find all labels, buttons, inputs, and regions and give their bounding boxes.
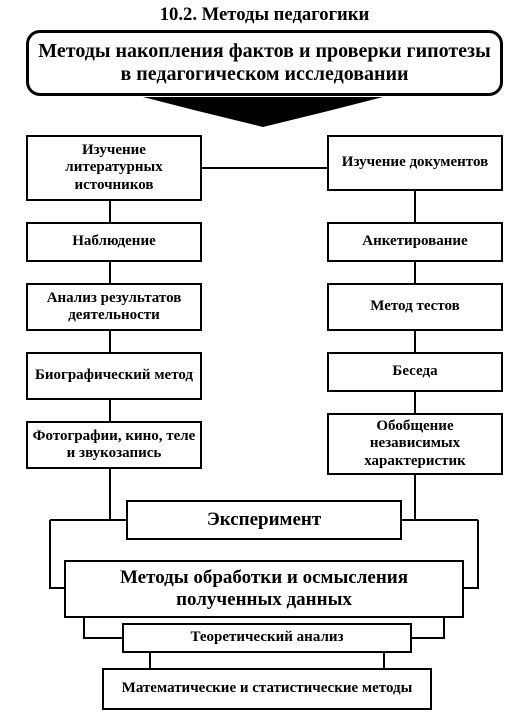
- node-l5: Фотографии, кино, теле и звукозапись: [26, 421, 202, 469]
- node-label: Изучение документов: [342, 154, 488, 171]
- node-proc: Методы обработки и осмысления полученных…: [64, 560, 464, 618]
- node-label: Беседа: [392, 363, 437, 380]
- connector: [110, 469, 126, 520]
- node-r4: Беседа: [327, 352, 503, 392]
- node-root: Методы накопления фактов и проверки гипо…: [26, 30, 503, 96]
- node-label: Анкетирование: [362, 233, 467, 250]
- node-label: Теоретический анализ: [190, 629, 343, 646]
- node-r1: Изучение документов: [327, 135, 503, 191]
- node-l2: Наблюдение: [26, 222, 202, 262]
- node-theo: Теоретический анализ: [122, 623, 412, 653]
- node-label: Биографический метод: [35, 367, 193, 384]
- connector: [84, 618, 122, 638]
- node-label: Фотографии, кино, теле и звукозапись: [32, 428, 196, 463]
- node-label: Анализ результатов деятельности: [32, 290, 196, 325]
- arrow-down-icon: [143, 97, 383, 127]
- node-exp: Эксперимент: [126, 500, 402, 540]
- node-label: Математические и статистические методы: [122, 680, 413, 697]
- connector: [464, 520, 478, 588]
- node-r5: Обобщение независимых характеристик: [327, 413, 503, 475]
- node-l4: Биографический метод: [26, 352, 202, 400]
- connector: [412, 618, 444, 638]
- node-math: Математические и статистические методы: [102, 668, 432, 710]
- node-label: Наблюдение: [72, 233, 156, 250]
- node-label: Эксперимент: [207, 509, 321, 531]
- node-l1: Изучение литературных источников: [26, 135, 202, 201]
- node-label: Методы обработки и осмысления полученных…: [70, 567, 458, 611]
- node-label: Обобщение независимых характеристик: [333, 418, 497, 470]
- connector: [50, 520, 64, 588]
- node-l3: Анализ результатов деятельности: [26, 283, 202, 331]
- node-label: Метод тестов: [370, 298, 459, 315]
- node-label: Изучение литературных источников: [32, 142, 196, 194]
- node-label: Методы накопления фактов и проверки гипо…: [33, 40, 496, 86]
- node-r3: Метод тестов: [327, 283, 503, 331]
- connector: [402, 475, 415, 520]
- node-r2: Анкетирование: [327, 222, 503, 262]
- page-title: 10.2. Методы педагогики: [100, 4, 429, 26]
